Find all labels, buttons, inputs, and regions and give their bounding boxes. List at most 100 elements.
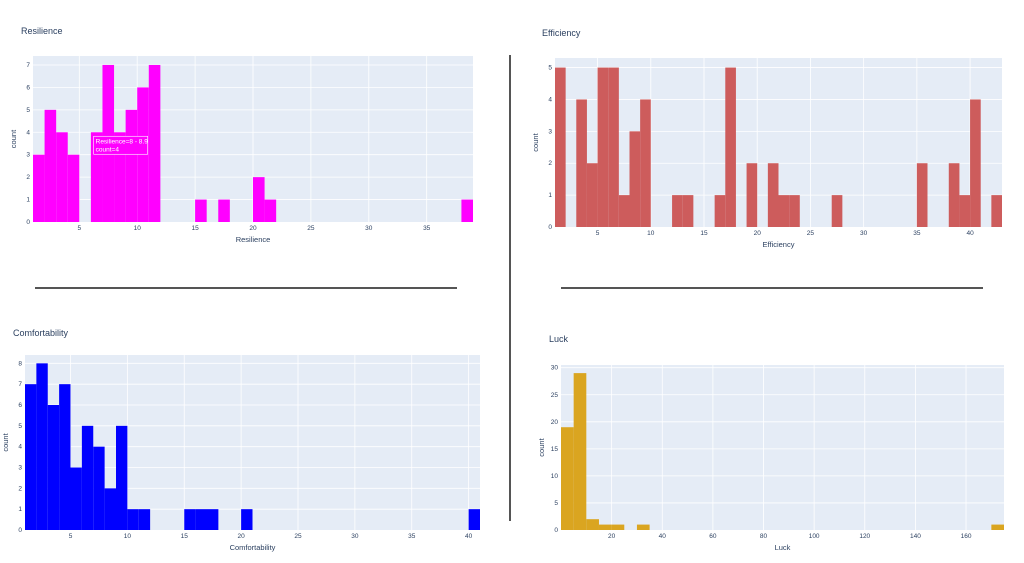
vertical-divider xyxy=(509,55,511,521)
histogram-bar xyxy=(598,524,612,530)
horizontal-divider-left xyxy=(35,287,457,289)
x-tick-label: 20 xyxy=(249,225,257,232)
histogram-bar xyxy=(640,99,651,227)
y-tick-label: 1 xyxy=(26,197,30,204)
y-tick-label: 15 xyxy=(551,446,559,453)
y-tick-label: 7 xyxy=(18,381,22,388)
histogram-bar xyxy=(618,195,630,227)
histogram-bar xyxy=(959,195,971,227)
x-tick-label: 20 xyxy=(238,533,246,540)
chart-panel-comfortability: Comfortability 0 1 2 3 4 5 6 7 8 5 10 15 20 25 30 35 40 C… xyxy=(0,290,500,563)
x-axis-label: Resilience xyxy=(236,235,271,244)
histogram-bar xyxy=(116,425,128,530)
y-tick-label: 3 xyxy=(548,128,552,135)
x-tick-label: 20 xyxy=(754,230,762,237)
y-tick-label: 10 xyxy=(551,473,559,480)
y-tick-label: 5 xyxy=(26,107,30,114)
histogram-bar xyxy=(970,99,981,227)
x-tick-label: 100 xyxy=(809,533,820,540)
x-tick-label: 5 xyxy=(69,533,73,540)
chart-title: Efficiency xyxy=(542,28,581,38)
histogram-bar xyxy=(127,509,139,530)
histogram-bar xyxy=(573,373,587,530)
histogram-bar xyxy=(241,509,253,530)
x-tick-label: 30 xyxy=(365,225,373,232)
x-tick-label: 160 xyxy=(961,533,972,540)
histogram-bar xyxy=(789,195,800,227)
x-tick-label: 5 xyxy=(596,230,600,237)
y-tick-label: 3 xyxy=(18,465,22,472)
y-tick-label: 0 xyxy=(26,219,30,226)
y-tick-label: 4 xyxy=(26,129,30,136)
y-tick-label: 25 xyxy=(551,392,559,399)
histogram-bar xyxy=(586,519,599,530)
y-tick-label: 2 xyxy=(26,174,30,181)
y-tick-label: 6 xyxy=(26,84,30,91)
histogram-bar xyxy=(253,177,265,222)
x-tick-label: 40 xyxy=(966,230,974,237)
chart-title: Luck xyxy=(549,334,569,344)
histogram-bar xyxy=(195,509,207,530)
x-axis-label: Comfortability xyxy=(230,543,276,552)
histogram-bar xyxy=(67,154,80,222)
histogram-bar xyxy=(555,67,566,227)
histogram-bar xyxy=(184,509,196,530)
x-axis-label: Luck xyxy=(775,543,791,552)
y-tick-label: 5 xyxy=(554,500,558,507)
x-tick-label: 25 xyxy=(307,225,315,232)
y-tick-label: 5 xyxy=(18,423,22,430)
chart-svg-resilience: 0 1 2 3 4 5 6 7 5 10 15 20 25 30 35 Resilience count Resi… xyxy=(9,56,473,244)
y-tick-label: 1 xyxy=(18,506,22,513)
y-axis-label: count xyxy=(9,129,18,148)
x-tick-label: 35 xyxy=(423,225,431,232)
x-tick-label: 5 xyxy=(78,225,82,232)
tooltip-line: count=4 xyxy=(96,146,120,153)
x-tick-label: 20 xyxy=(608,533,616,540)
histogram-bar xyxy=(25,384,37,530)
horizontal-divider-right xyxy=(561,287,983,289)
histogram-bar xyxy=(56,132,68,222)
chart-panel-efficiency: Efficiency 0 1 2 3 4 5 5 10 15 20 25 30 35 40 Efficien… xyxy=(512,0,1024,290)
histogram-bar xyxy=(218,199,230,222)
histogram-bar xyxy=(561,427,574,530)
y-tick-label: 2 xyxy=(18,485,22,492)
x-tick-label: 80 xyxy=(760,533,768,540)
x-tick-label: 30 xyxy=(351,533,359,540)
chart-panel-resilience: Resilience 0 1 2 3 4 5 6 7 5 10 15 20 25 30 35 Resilien… xyxy=(0,0,500,290)
y-tick-label: 0 xyxy=(548,224,552,231)
y-tick-label: 20 xyxy=(551,419,559,426)
tooltip-box xyxy=(93,135,148,155)
histogram-bar xyxy=(608,67,619,227)
histogram-bar xyxy=(44,109,57,222)
x-tick-label: 35 xyxy=(408,533,416,540)
histogram-bar xyxy=(137,87,149,223)
chart-title: Comfortability xyxy=(13,328,69,338)
y-tick-label: 30 xyxy=(551,365,559,372)
x-tick-label: 15 xyxy=(191,225,199,232)
histogram-bar xyxy=(468,509,480,530)
histogram-bar xyxy=(70,467,82,530)
x-axis-label: Efficiency xyxy=(763,240,795,249)
histogram-bar xyxy=(991,195,1002,227)
x-tick-label: 40 xyxy=(659,533,667,540)
y-axis-label: count xyxy=(531,132,540,151)
plot-background xyxy=(561,365,1004,530)
histogram-bar xyxy=(767,163,779,227)
y-tick-label: 3 xyxy=(26,152,30,159)
histogram-bar xyxy=(576,99,587,227)
y-axis-label: count xyxy=(1,432,10,451)
histogram-bar xyxy=(93,446,105,530)
x-tick-label: 60 xyxy=(709,533,717,540)
histogram-bar xyxy=(682,195,694,227)
x-tick-label: 30 xyxy=(860,230,868,237)
y-tick-label: 0 xyxy=(554,527,558,534)
x-tick-label: 120 xyxy=(859,533,870,540)
y-tick-label: 7 xyxy=(26,62,30,69)
x-tick-label: 35 xyxy=(913,230,921,237)
y-tick-label: 2 xyxy=(548,160,552,167)
histogram-bar xyxy=(597,67,609,227)
histogram-bar xyxy=(195,199,207,222)
histogram-bar xyxy=(81,425,94,530)
histogram-bar xyxy=(36,363,48,530)
